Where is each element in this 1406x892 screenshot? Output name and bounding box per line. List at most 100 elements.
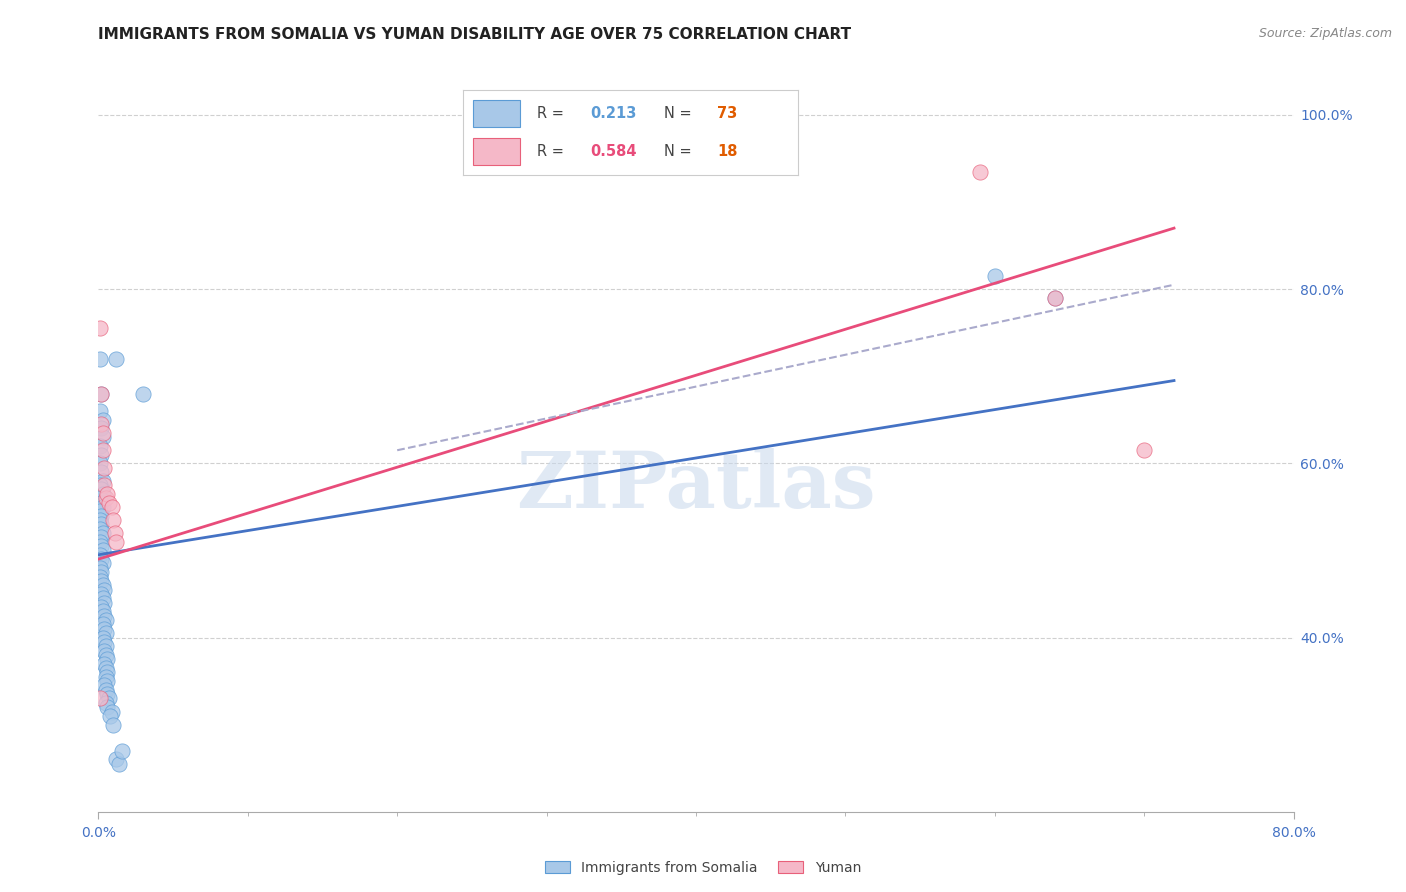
- Point: [91, 526, 114, 541]
- Point: [91, 631, 114, 645]
- Point: [94, 626, 117, 640]
- Point: [89, 534, 111, 549]
- Point: [90, 517, 112, 532]
- Point: [93, 596, 115, 610]
- Point: [100, 709, 122, 723]
- Point: [94, 661, 117, 675]
- Point: [91, 487, 114, 501]
- Point: [91, 413, 114, 427]
- Point: [90, 483, 112, 497]
- Point: [105, 351, 128, 366]
- Point: [90, 539, 112, 553]
- Point: [93, 678, 115, 692]
- Point: [89, 561, 111, 575]
- Point: [90, 530, 112, 544]
- Point: [1043, 291, 1066, 305]
- Point: [91, 604, 114, 618]
- Point: [90, 417, 112, 431]
- Point: [132, 386, 155, 401]
- Point: [89, 504, 111, 518]
- Point: [97, 495, 120, 509]
- Point: [91, 474, 114, 488]
- Point: [105, 534, 128, 549]
- Point: [89, 351, 111, 366]
- Point: [93, 608, 115, 623]
- Point: [89, 404, 111, 418]
- Point: [89, 691, 111, 706]
- Point: [96, 652, 118, 666]
- Point: [984, 268, 1007, 283]
- Legend: Immigrants from Somalia, Yuman: Immigrants from Somalia, Yuman: [540, 855, 866, 880]
- Point: [111, 744, 134, 758]
- Point: [96, 674, 118, 689]
- Point: [104, 526, 127, 541]
- Point: [89, 321, 111, 335]
- Point: [105, 752, 128, 766]
- Point: [93, 643, 115, 657]
- Text: 0.584: 0.584: [591, 144, 637, 159]
- Point: [101, 705, 124, 719]
- Point: [94, 682, 117, 697]
- Point: [90, 465, 112, 479]
- Point: [89, 491, 111, 505]
- Point: [91, 500, 114, 514]
- Point: [101, 500, 124, 514]
- Point: [1043, 291, 1066, 305]
- Point: [96, 700, 118, 714]
- Point: [93, 657, 115, 671]
- Point: [91, 443, 114, 458]
- Point: [90, 448, 112, 462]
- Text: N =: N =: [664, 144, 696, 159]
- Point: [91, 543, 114, 558]
- Point: [90, 495, 112, 509]
- Text: R =: R =: [537, 144, 568, 159]
- Point: [93, 635, 115, 649]
- Text: Source: ZipAtlas.com: Source: ZipAtlas.com: [1258, 27, 1392, 40]
- Point: [89, 456, 111, 470]
- Point: [94, 648, 117, 662]
- Text: 73: 73: [717, 106, 738, 121]
- Text: 18: 18: [717, 144, 738, 159]
- Point: [93, 478, 115, 492]
- Point: [103, 513, 125, 527]
- Text: N =: N =: [664, 106, 696, 121]
- Point: [89, 513, 111, 527]
- Point: [90, 421, 112, 435]
- Point: [969, 164, 991, 178]
- Point: [94, 491, 117, 505]
- Point: [91, 557, 114, 571]
- Point: [97, 691, 120, 706]
- Point: [90, 386, 112, 401]
- Point: [90, 600, 112, 615]
- Point: [103, 717, 125, 731]
- Point: [1133, 443, 1156, 458]
- Point: [94, 670, 117, 684]
- Point: [108, 756, 131, 771]
- Point: [96, 687, 118, 701]
- Point: [93, 460, 115, 475]
- Point: [96, 665, 118, 680]
- Point: [90, 508, 112, 523]
- Point: [90, 574, 112, 588]
- Point: [91, 578, 114, 592]
- Point: [89, 439, 111, 453]
- Point: [93, 582, 115, 597]
- Point: [93, 622, 115, 636]
- Point: [94, 639, 117, 653]
- Point: [91, 591, 114, 606]
- Point: [91, 617, 114, 632]
- Point: [89, 548, 111, 562]
- Point: [89, 478, 111, 492]
- Point: [89, 522, 111, 536]
- Text: 0.213: 0.213: [591, 106, 637, 121]
- Point: [94, 613, 117, 627]
- Text: IMMIGRANTS FROM SOMALIA VS YUMAN DISABILITY AGE OVER 75 CORRELATION CHART: IMMIGRANTS FROM SOMALIA VS YUMAN DISABIL…: [98, 27, 852, 42]
- Point: [94, 696, 117, 710]
- Point: [90, 386, 112, 401]
- Point: [90, 552, 112, 566]
- Point: [90, 587, 112, 601]
- Point: [89, 569, 111, 583]
- FancyBboxPatch shape: [472, 137, 520, 165]
- Point: [91, 425, 114, 440]
- Text: R =: R =: [537, 106, 568, 121]
